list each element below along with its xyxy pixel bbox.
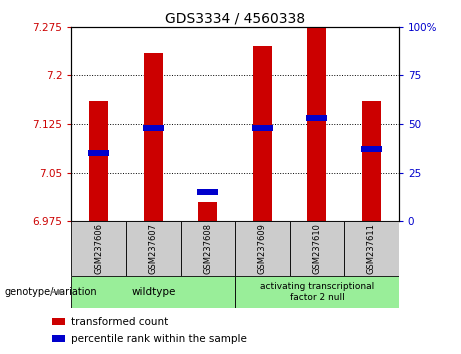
Bar bbox=[144, 52, 163, 221]
Text: GSM237606: GSM237606 bbox=[94, 223, 103, 274]
Bar bbox=[181, 221, 235, 276]
Bar bbox=[71, 221, 126, 276]
Text: GSM237608: GSM237608 bbox=[203, 223, 213, 274]
Text: GSM237607: GSM237607 bbox=[149, 223, 158, 274]
Text: percentile rank within the sample: percentile rank within the sample bbox=[71, 334, 247, 344]
Bar bbox=[88, 150, 109, 156]
Bar bbox=[143, 125, 164, 131]
Text: wildtype: wildtype bbox=[131, 287, 176, 297]
Text: GSM237610: GSM237610 bbox=[313, 223, 321, 274]
Bar bbox=[126, 221, 181, 276]
Bar bbox=[52, 318, 65, 325]
Bar bbox=[235, 276, 399, 308]
Bar bbox=[253, 46, 272, 221]
Bar bbox=[89, 101, 108, 221]
Bar bbox=[307, 115, 327, 121]
Bar bbox=[198, 202, 218, 221]
Bar bbox=[290, 221, 344, 276]
Bar bbox=[71, 276, 235, 308]
Bar bbox=[362, 101, 381, 221]
Text: transformed count: transformed count bbox=[71, 317, 168, 327]
Text: genotype/variation: genotype/variation bbox=[5, 287, 97, 297]
Text: GSM237611: GSM237611 bbox=[367, 223, 376, 274]
Bar bbox=[344, 221, 399, 276]
Bar bbox=[307, 23, 326, 221]
Bar bbox=[235, 221, 290, 276]
Bar bbox=[361, 147, 382, 152]
Bar bbox=[252, 125, 273, 131]
Text: GSM237609: GSM237609 bbox=[258, 223, 267, 274]
Text: activating transcriptional
factor 2 null: activating transcriptional factor 2 null bbox=[260, 282, 374, 302]
Title: GDS3334 / 4560338: GDS3334 / 4560338 bbox=[165, 11, 305, 25]
Bar bbox=[52, 335, 65, 342]
Bar bbox=[197, 189, 219, 195]
